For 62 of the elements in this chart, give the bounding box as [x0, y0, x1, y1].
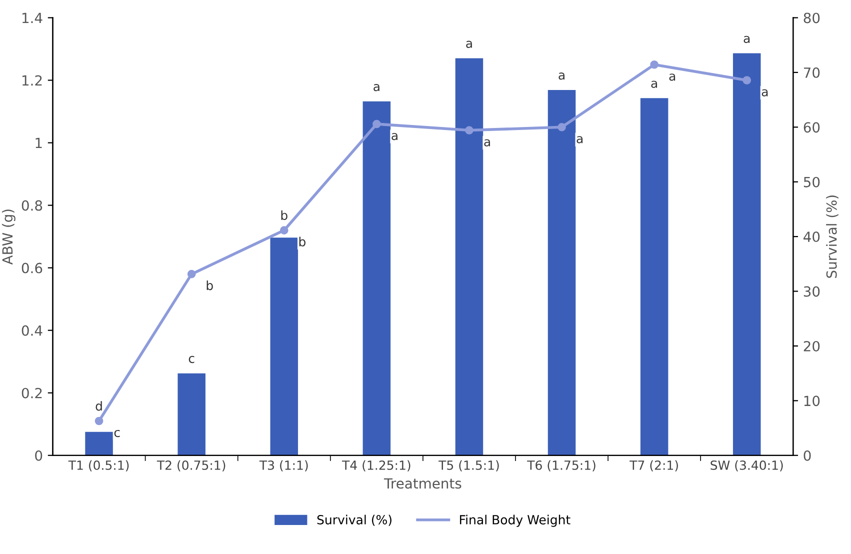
- legend-label: Final Body Weight: [460, 514, 570, 527]
- annotation: b: [281, 210, 288, 220]
- annotation: a: [762, 89, 768, 96]
- y-tick-label: 0.6: [22, 262, 42, 274]
- y-tick-label: 0.4: [22, 325, 42, 336]
- annotation: a: [669, 74, 676, 81]
- y2-tick-label: 0: [804, 450, 811, 461]
- annotation: a: [466, 40, 472, 48]
- point: [650, 60, 658, 69]
- bar: [85, 432, 113, 456]
- point: [94, 416, 104, 426]
- y-tick-label: 1: [36, 138, 42, 148]
- bar: [270, 238, 298, 456]
- x-axis-title: Treatments: [384, 478, 462, 489]
- annotation: a: [392, 132, 398, 140]
- legend-label: Survival (%): [317, 514, 392, 526]
- annotation: a: [374, 84, 380, 92]
- y2-tick-label: 30: [804, 286, 820, 297]
- point: [372, 120, 381, 128]
- y-tick-label: 0.8: [22, 200, 42, 211]
- point: [280, 226, 288, 234]
- point: [558, 122, 566, 132]
- annotation: b: [206, 280, 213, 290]
- y-tick-label: 0: [35, 450, 42, 461]
- annotation: a: [651, 80, 658, 88]
- y-tick-label: 0.2: [22, 388, 42, 398]
- annotation: b: [299, 236, 306, 246]
- x-tick-label: T4 (1.25:1): [342, 460, 410, 472]
- bar: [455, 58, 484, 456]
- annotation: a: [558, 72, 564, 80]
- bar: [640, 98, 668, 456]
- y2-tick-label: 10: [804, 396, 820, 406]
- bar: [548, 90, 576, 456]
- annotation: a: [576, 136, 583, 144]
- annotation: d: [96, 401, 102, 411]
- x-tick-label: T5 (1.5:1): [438, 460, 499, 472]
- bar: [362, 101, 391, 456]
- x-tick-label: T2 (0.75:1): [156, 460, 226, 472]
- x-tick-label: T6 (1.75:1): [527, 460, 596, 472]
- y2-tick-label: 20: [804, 340, 820, 352]
- point: [187, 270, 196, 278]
- point: [742, 76, 752, 84]
- y2-tick-label: 70: [804, 67, 820, 78]
- x-tick-label: T7 (2:1): [630, 460, 678, 472]
- bar: [732, 53, 761, 456]
- bar: [178, 373, 206, 456]
- y2-tick-label: 50: [804, 176, 820, 188]
- annotation: c: [188, 356, 194, 364]
- y-tick-label: 1.2: [22, 75, 42, 86]
- x-tick-label: T3 (1:1): [259, 460, 308, 472]
- annotation: a: [744, 36, 750, 44]
- annotation: a: [484, 139, 490, 146]
- x-tick-label: T1 (0.5:1): [68, 460, 129, 472]
- y-axis-title: ABW (g): [2, 210, 16, 265]
- y2-tick-label: 40: [804, 232, 820, 242]
- y-tick-label: 1.4: [22, 12, 42, 24]
- y2-axis-title: Survival (%): [826, 196, 838, 278]
- y2-tick-label: 80: [804, 12, 820, 24]
- annotation: c: [114, 430, 120, 438]
- y2-tick-label: 60: [804, 122, 820, 133]
- x-tick-label: SW (3.40:1): [710, 460, 783, 472]
- point: [465, 126, 474, 134]
